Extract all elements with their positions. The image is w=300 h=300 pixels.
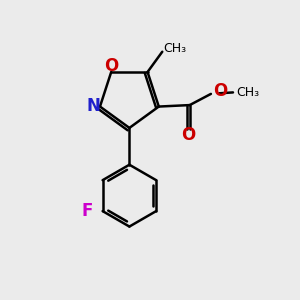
- Text: CH₃: CH₃: [164, 42, 187, 55]
- Text: CH₃: CH₃: [236, 86, 260, 99]
- Text: F: F: [82, 202, 93, 220]
- Text: O: O: [181, 126, 195, 144]
- Text: O: O: [104, 56, 118, 74]
- Text: N: N: [87, 97, 100, 115]
- Text: O: O: [213, 82, 227, 100]
